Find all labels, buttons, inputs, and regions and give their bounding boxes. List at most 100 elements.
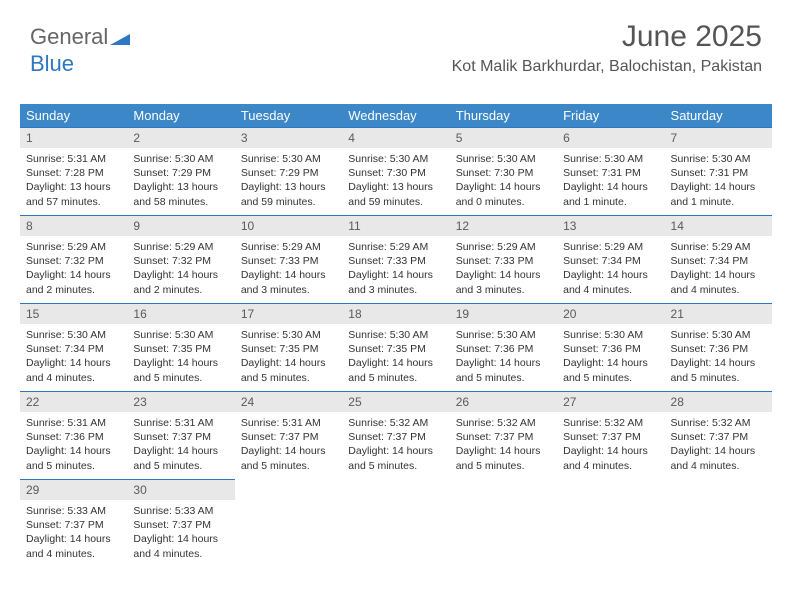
day-number: 30	[127, 479, 234, 500]
day-details: Sunrise: 5:29 AMSunset: 7:32 PMDaylight:…	[127, 236, 234, 303]
calendar-cell: 8Sunrise: 5:29 AMSunset: 7:32 PMDaylight…	[20, 215, 127, 303]
calendar-cell: 12Sunrise: 5:29 AMSunset: 7:33 PMDayligh…	[450, 215, 557, 303]
day-number: 20	[557, 303, 664, 324]
calendar-cell: 18Sunrise: 5:30 AMSunset: 7:35 PMDayligh…	[342, 303, 449, 391]
day-number: 12	[450, 215, 557, 236]
calendar-cell: 21Sunrise: 5:30 AMSunset: 7:36 PMDayligh…	[665, 303, 772, 391]
day-number: 22	[20, 391, 127, 412]
day-details: Sunrise: 5:30 AMSunset: 7:35 PMDaylight:…	[235, 324, 342, 391]
day-number: 26	[450, 391, 557, 412]
day-details: Sunrise: 5:33 AMSunset: 7:37 PMDaylight:…	[20, 500, 127, 567]
day-details: Sunrise: 5:31 AMSunset: 7:36 PMDaylight:…	[20, 412, 127, 479]
day-number: 11	[342, 215, 449, 236]
header: June 2025 Kot Malik Barkhurdar, Balochis…	[452, 20, 762, 76]
logo-text-1: General	[30, 24, 108, 49]
weekday-header: Friday	[557, 104, 664, 127]
calendar-cell: 26Sunrise: 5:32 AMSunset: 7:37 PMDayligh…	[450, 391, 557, 479]
day-details: Sunrise: 5:29 AMSunset: 7:33 PMDaylight:…	[235, 236, 342, 303]
day-details: Sunrise: 5:32 AMSunset: 7:37 PMDaylight:…	[557, 412, 664, 479]
day-number: 19	[450, 303, 557, 324]
weekday-header-row: SundayMondayTuesdayWednesdayThursdayFrid…	[20, 104, 772, 127]
day-details: Sunrise: 5:31 AMSunset: 7:37 PMDaylight:…	[235, 412, 342, 479]
calendar-cell: 17Sunrise: 5:30 AMSunset: 7:35 PMDayligh…	[235, 303, 342, 391]
calendar-cell: 9Sunrise: 5:29 AMSunset: 7:32 PMDaylight…	[127, 215, 234, 303]
day-details: Sunrise: 5:31 AMSunset: 7:37 PMDaylight:…	[127, 412, 234, 479]
day-details: Sunrise: 5:31 AMSunset: 7:28 PMDaylight:…	[20, 148, 127, 215]
day-details: Sunrise: 5:32 AMSunset: 7:37 PMDaylight:…	[665, 412, 772, 479]
calendar-cell: 5Sunrise: 5:30 AMSunset: 7:30 PMDaylight…	[450, 127, 557, 215]
day-details: Sunrise: 5:32 AMSunset: 7:37 PMDaylight:…	[450, 412, 557, 479]
calendar-table: SundayMondayTuesdayWednesdayThursdayFrid…	[20, 104, 772, 567]
calendar-cell: 19Sunrise: 5:30 AMSunset: 7:36 PMDayligh…	[450, 303, 557, 391]
day-number: 7	[665, 127, 772, 148]
calendar-row: 29Sunrise: 5:33 AMSunset: 7:37 PMDayligh…	[20, 479, 772, 567]
calendar-row: 22Sunrise: 5:31 AMSunset: 7:36 PMDayligh…	[20, 391, 772, 479]
day-number: 13	[557, 215, 664, 236]
calendar-cell: 1Sunrise: 5:31 AMSunset: 7:28 PMDaylight…	[20, 127, 127, 215]
day-details: Sunrise: 5:30 AMSunset: 7:29 PMDaylight:…	[127, 148, 234, 215]
day-number: 1	[20, 127, 127, 148]
day-details: Sunrise: 5:30 AMSunset: 7:35 PMDaylight:…	[342, 324, 449, 391]
calendar-row: 8Sunrise: 5:29 AMSunset: 7:32 PMDaylight…	[20, 215, 772, 303]
calendar-cell: 3Sunrise: 5:30 AMSunset: 7:29 PMDaylight…	[235, 127, 342, 215]
day-number: 25	[342, 391, 449, 412]
day-details: Sunrise: 5:29 AMSunset: 7:33 PMDaylight:…	[342, 236, 449, 303]
calendar-cell: 22Sunrise: 5:31 AMSunset: 7:36 PMDayligh…	[20, 391, 127, 479]
day-number: 10	[235, 215, 342, 236]
weekday-header: Tuesday	[235, 104, 342, 127]
logo: General Blue	[30, 24, 130, 77]
day-details: Sunrise: 5:33 AMSunset: 7:37 PMDaylight:…	[127, 500, 234, 567]
calendar-cell: 7Sunrise: 5:30 AMSunset: 7:31 PMDaylight…	[665, 127, 772, 215]
calendar-cell: 28Sunrise: 5:32 AMSunset: 7:37 PMDayligh…	[665, 391, 772, 479]
day-number: 4	[342, 127, 449, 148]
calendar-cell	[557, 479, 664, 567]
calendar-cell: 29Sunrise: 5:33 AMSunset: 7:37 PMDayligh…	[20, 479, 127, 567]
weekday-header: Saturday	[665, 104, 772, 127]
day-number: 9	[127, 215, 234, 236]
calendar-cell: 27Sunrise: 5:32 AMSunset: 7:37 PMDayligh…	[557, 391, 664, 479]
calendar-cell: 2Sunrise: 5:30 AMSunset: 7:29 PMDaylight…	[127, 127, 234, 215]
day-details: Sunrise: 5:29 AMSunset: 7:32 PMDaylight:…	[20, 236, 127, 303]
calendar-cell: 10Sunrise: 5:29 AMSunset: 7:33 PMDayligh…	[235, 215, 342, 303]
calendar-cell: 13Sunrise: 5:29 AMSunset: 7:34 PMDayligh…	[557, 215, 664, 303]
day-number: 27	[557, 391, 664, 412]
calendar-cell: 6Sunrise: 5:30 AMSunset: 7:31 PMDaylight…	[557, 127, 664, 215]
calendar-cell: 30Sunrise: 5:33 AMSunset: 7:37 PMDayligh…	[127, 479, 234, 567]
day-number: 2	[127, 127, 234, 148]
day-details: Sunrise: 5:30 AMSunset: 7:36 PMDaylight:…	[665, 324, 772, 391]
calendar-cell: 11Sunrise: 5:29 AMSunset: 7:33 PMDayligh…	[342, 215, 449, 303]
location-subtitle: Kot Malik Barkhurdar, Balochistan, Pakis…	[452, 58, 762, 76]
day-number: 3	[235, 127, 342, 148]
calendar-cell: 4Sunrise: 5:30 AMSunset: 7:30 PMDaylight…	[342, 127, 449, 215]
day-details: Sunrise: 5:30 AMSunset: 7:34 PMDaylight:…	[20, 324, 127, 391]
day-details: Sunrise: 5:29 AMSunset: 7:33 PMDaylight:…	[450, 236, 557, 303]
day-number: 29	[20, 479, 127, 500]
day-details: Sunrise: 5:29 AMSunset: 7:34 PMDaylight:…	[557, 236, 664, 303]
day-number: 28	[665, 391, 772, 412]
day-number: 18	[342, 303, 449, 324]
day-details: Sunrise: 5:30 AMSunset: 7:35 PMDaylight:…	[127, 324, 234, 391]
day-details: Sunrise: 5:30 AMSunset: 7:36 PMDaylight:…	[557, 324, 664, 391]
weekday-header: Wednesday	[342, 104, 449, 127]
day-number: 21	[665, 303, 772, 324]
calendar-cell	[450, 479, 557, 567]
day-details: Sunrise: 5:30 AMSunset: 7:30 PMDaylight:…	[450, 148, 557, 215]
calendar-cell	[235, 479, 342, 567]
day-number: 8	[20, 215, 127, 236]
calendar-cell: 25Sunrise: 5:32 AMSunset: 7:37 PMDayligh…	[342, 391, 449, 479]
calendar-cell	[665, 479, 772, 567]
day-details: Sunrise: 5:32 AMSunset: 7:37 PMDaylight:…	[342, 412, 449, 479]
day-number: 23	[127, 391, 234, 412]
month-title: June 2025	[452, 20, 762, 54]
weekday-header: Thursday	[450, 104, 557, 127]
calendar-cell: 23Sunrise: 5:31 AMSunset: 7:37 PMDayligh…	[127, 391, 234, 479]
day-number: 17	[235, 303, 342, 324]
day-number: 24	[235, 391, 342, 412]
day-details: Sunrise: 5:30 AMSunset: 7:36 PMDaylight:…	[450, 324, 557, 391]
day-number: 6	[557, 127, 664, 148]
calendar-cell: 14Sunrise: 5:29 AMSunset: 7:34 PMDayligh…	[665, 215, 772, 303]
day-details: Sunrise: 5:30 AMSunset: 7:31 PMDaylight:…	[665, 148, 772, 215]
weekday-header: Sunday	[20, 104, 127, 127]
day-details: Sunrise: 5:30 AMSunset: 7:30 PMDaylight:…	[342, 148, 449, 215]
day-details: Sunrise: 5:30 AMSunset: 7:29 PMDaylight:…	[235, 148, 342, 215]
